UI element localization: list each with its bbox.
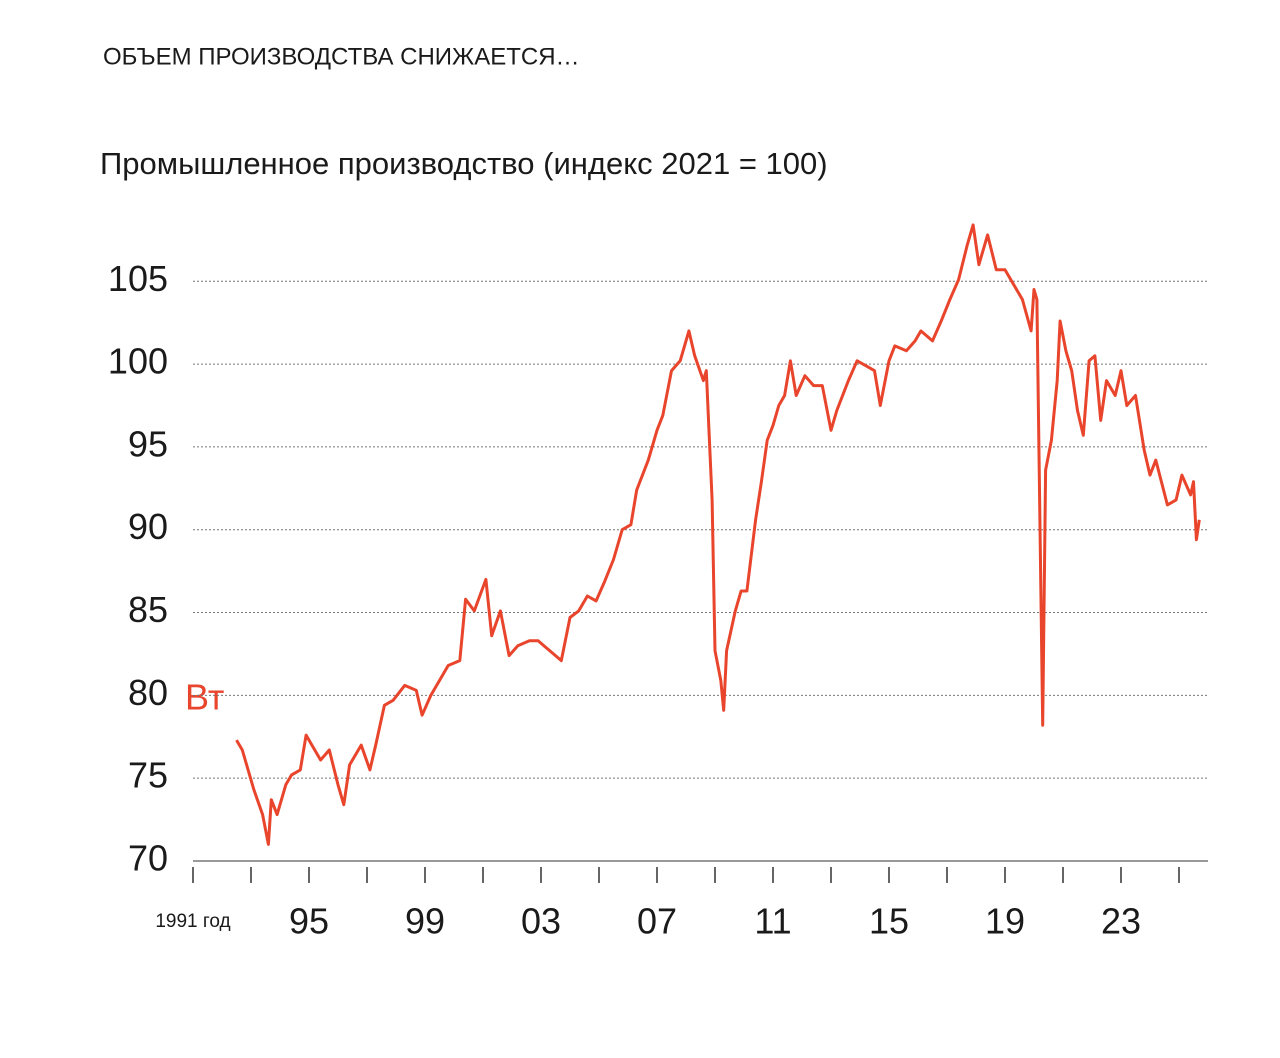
chart-subtitle: Промышленное производство (индекс 2021 =… bbox=[100, 146, 828, 181]
y-tick-label: 105 bbox=[108, 258, 168, 299]
chart-title: ОБЪЕМ ПРОИЗВОДСТВА СНИЖАЕТСЯ… bbox=[103, 43, 580, 70]
y-tick-label: 80 bbox=[128, 672, 168, 713]
x-tick-label: 99 bbox=[405, 901, 445, 942]
x-tick-label: 95 bbox=[289, 901, 329, 942]
annotation: Вт bbox=[185, 677, 224, 718]
x-tick-label: 23 bbox=[1101, 901, 1141, 942]
data-line bbox=[235, 223, 1201, 846]
x-tick-label: 03 bbox=[521, 901, 561, 942]
x-tick-label: 15 bbox=[869, 901, 909, 942]
y-tick-label: 85 bbox=[128, 589, 168, 630]
x-tick-label: 19 bbox=[985, 901, 1025, 942]
y-tick-label: 70 bbox=[128, 838, 168, 879]
y-tick-label: 100 bbox=[108, 341, 168, 382]
x-tick-label: 11 bbox=[754, 901, 791, 942]
x-tick-label: 1991 год bbox=[155, 911, 230, 932]
y-tick-label: 90 bbox=[128, 506, 168, 547]
y-tick-label: 75 bbox=[128, 755, 168, 796]
y-tick-label: 95 bbox=[128, 423, 168, 464]
x-tick-label: 07 bbox=[637, 901, 677, 942]
